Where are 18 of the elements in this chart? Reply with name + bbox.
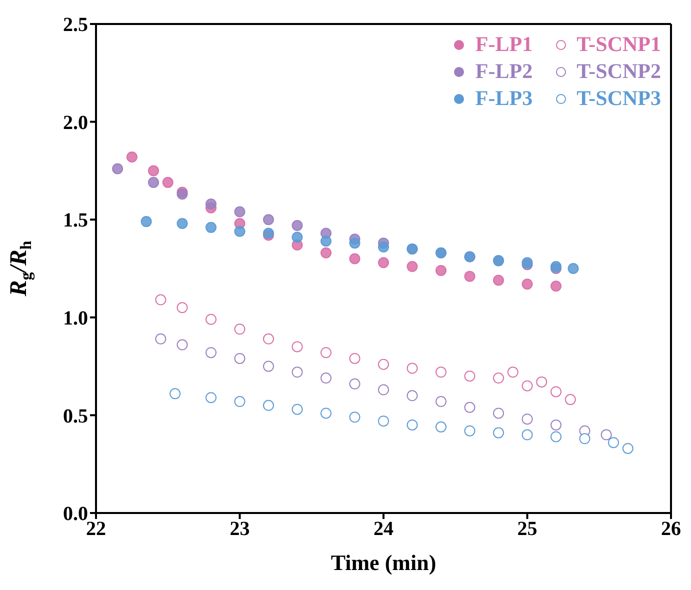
x-tick-label: 22 — [86, 518, 106, 540]
legend-label: T-SCNP2 — [576, 59, 661, 84]
x-tick-label: 25 — [517, 518, 538, 540]
y-tick-label: 1.5 — [63, 210, 88, 232]
x-axis-title: Time (min) — [330, 550, 436, 575]
legend-label: F-LP1 — [475, 32, 533, 57]
legend-label: F-LP3 — [475, 86, 533, 111]
legend-label: F-LP2 — [475, 59, 533, 84]
y-tick-label: 0.0 — [63, 503, 88, 526]
legend-label: T-SCNP1 — [576, 32, 661, 57]
x-tick-label: 26 — [661, 518, 681, 540]
y-tick-label: 2.0 — [63, 112, 88, 134]
y-tick-label: 1.0 — [63, 308, 88, 330]
x-tick-label: 24 — [374, 518, 394, 540]
y-tick-label: 2.5 — [63, 14, 88, 36]
legend-label: T-SCNP3 — [576, 86, 661, 111]
y-tick-label: 0.5 — [63, 405, 88, 428]
x-tick-label: 23 — [230, 518, 250, 540]
